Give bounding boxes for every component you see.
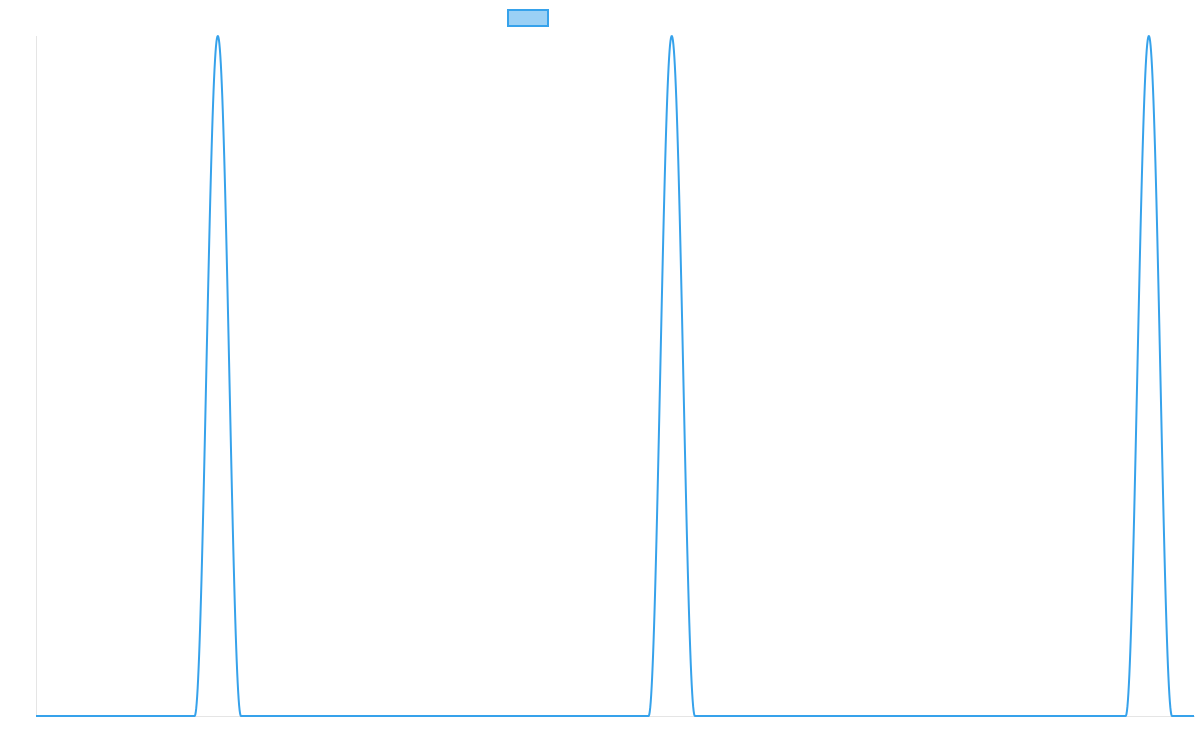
axes	[36, 36, 1195, 717]
peak-point-3[interactable]	[1145, 32, 1153, 40]
peak-point-2[interactable]	[668, 32, 676, 40]
legend[interactable]	[507, 9, 549, 27]
peak-point-1[interactable]	[214, 32, 222, 40]
series-line	[35, 35, 1195, 717]
legend-swatch[interactable]	[507, 9, 549, 27]
series-layer	[35, 32, 1195, 717]
